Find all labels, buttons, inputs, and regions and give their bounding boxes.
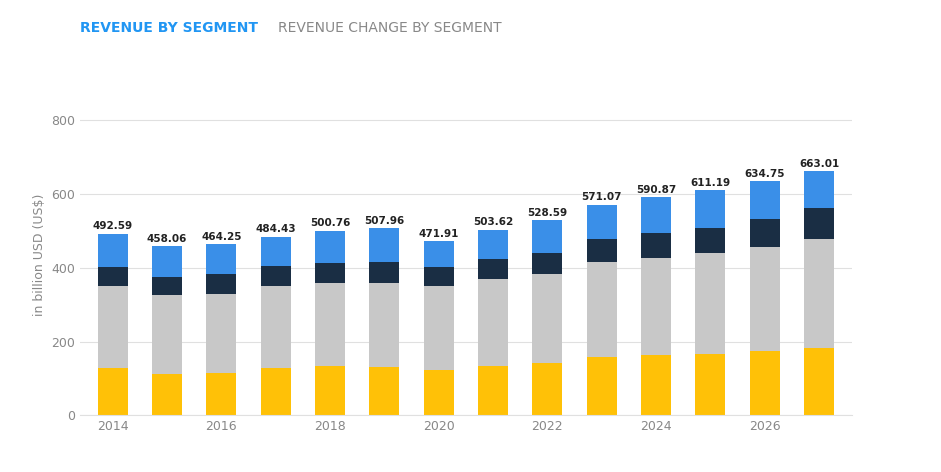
Bar (533, 274, 562, 362)
Text: 471.91: 471.91 (419, 229, 459, 239)
Bar (206, 244, 236, 274)
Text: 500.76: 500.76 (310, 219, 350, 228)
Bar (750, 181, 779, 219)
Bar (750, 247, 779, 351)
Bar (98, 267, 128, 286)
Bar (315, 231, 345, 263)
Bar (804, 239, 834, 348)
Bar (750, 351, 779, 415)
Bar (695, 354, 726, 415)
Text: 492.59: 492.59 (92, 221, 133, 231)
Text: 663.01: 663.01 (799, 159, 839, 169)
Bar (261, 266, 291, 286)
Text: 571.07: 571.07 (582, 193, 622, 202)
Bar (98, 286, 128, 368)
Bar (533, 220, 562, 253)
Bar (261, 368, 291, 415)
Bar (533, 362, 562, 415)
Text: 611.19: 611.19 (691, 177, 730, 188)
Bar (315, 263, 345, 283)
Bar (98, 368, 128, 415)
Bar (641, 233, 671, 258)
Bar (315, 283, 345, 365)
Bar (152, 246, 182, 277)
Bar (152, 295, 182, 374)
Bar (695, 228, 726, 253)
Bar (804, 348, 834, 415)
Bar (586, 357, 616, 415)
Bar (152, 277, 182, 295)
Bar (261, 236, 291, 266)
Bar (206, 294, 236, 373)
Text: REVENUE CHANGE BY SEGMENT: REVENUE CHANGE BY SEGMENT (278, 21, 502, 35)
Bar (586, 262, 616, 357)
Bar (206, 373, 236, 415)
Bar (423, 241, 454, 267)
Bar (423, 286, 454, 371)
Y-axis label: in billion USD (US$): in billion USD (US$) (33, 194, 45, 316)
Bar (423, 371, 454, 415)
Bar (98, 234, 128, 267)
Text: 484.43: 484.43 (255, 224, 295, 235)
Text: 458.06: 458.06 (147, 234, 187, 244)
Bar (369, 228, 399, 261)
Bar (641, 258, 671, 355)
Text: 528.59: 528.59 (527, 208, 567, 218)
Bar (206, 274, 236, 294)
Bar (695, 253, 726, 354)
Text: 634.75: 634.75 (744, 169, 785, 179)
Bar (804, 209, 834, 239)
Bar (315, 365, 345, 415)
Bar (152, 374, 182, 415)
Bar (261, 286, 291, 368)
Bar (478, 366, 508, 415)
Bar (369, 283, 399, 367)
Text: 464.25: 464.25 (201, 232, 242, 242)
Bar (750, 219, 779, 247)
Bar (478, 279, 508, 366)
Bar (478, 259, 508, 279)
Bar (369, 261, 399, 283)
Bar (533, 253, 562, 274)
Bar (423, 267, 454, 286)
Bar (478, 229, 508, 259)
Bar (641, 197, 671, 233)
Text: 507.96: 507.96 (364, 216, 405, 226)
Text: REVENUE BY SEGMENT: REVENUE BY SEGMENT (80, 21, 258, 35)
Bar (586, 205, 616, 239)
Bar (695, 190, 726, 228)
Bar (369, 367, 399, 415)
Bar (641, 355, 671, 415)
Text: 590.87: 590.87 (636, 185, 676, 195)
Text: 503.62: 503.62 (472, 217, 513, 228)
Bar (586, 239, 616, 262)
Bar (804, 171, 834, 209)
